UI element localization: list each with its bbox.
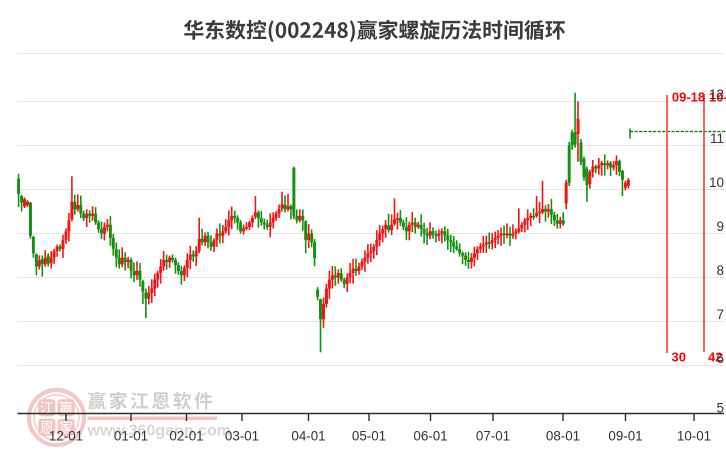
svg-text:8: 8 bbox=[716, 263, 724, 278]
svg-text:08-01: 08-01 bbox=[546, 429, 580, 444]
svg-text:6: 6 bbox=[716, 351, 724, 366]
svg-text:7: 7 bbox=[716, 307, 724, 322]
svg-text:05-01: 05-01 bbox=[352, 429, 386, 444]
svg-text:03-01: 03-01 bbox=[225, 429, 259, 444]
svg-text:5: 5 bbox=[716, 401, 724, 416]
svg-text:11: 11 bbox=[710, 131, 724, 146]
svg-text:42: 42 bbox=[708, 350, 722, 365]
svg-text:10-01: 10-01 bbox=[677, 429, 711, 444]
svg-text:30: 30 bbox=[672, 350, 686, 365]
svg-text:01-01: 01-01 bbox=[114, 429, 148, 444]
svg-text:02-01: 02-01 bbox=[169, 429, 203, 444]
svg-text:07-01: 07-01 bbox=[476, 429, 510, 444]
svg-text:04-01: 04-01 bbox=[291, 429, 325, 444]
svg-text:06-01: 06-01 bbox=[413, 429, 447, 444]
svg-text:12-01: 12-01 bbox=[49, 429, 83, 444]
svg-text:www.360gann.com: www.360gann.com bbox=[87, 423, 231, 440]
svg-text:09-18: 09-18 bbox=[672, 90, 705, 105]
svg-text:12: 12 bbox=[709, 87, 724, 102]
svg-text:9: 9 bbox=[716, 219, 724, 234]
svg-text:10: 10 bbox=[709, 175, 724, 190]
svg-text:10-30: 10-30 bbox=[709, 90, 726, 105]
svg-text:09-01: 09-01 bbox=[608, 429, 642, 444]
